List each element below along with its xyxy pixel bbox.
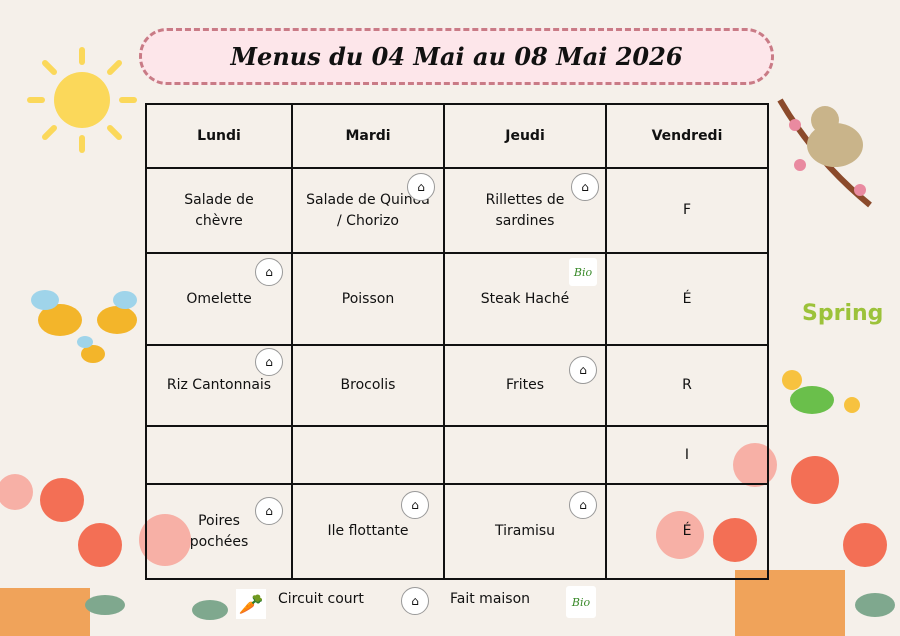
- fait-maison-icon: ⌂: [569, 491, 597, 519]
- dish: Salade de chèvre: [184, 191, 254, 229]
- dish: Salade de Quinoa / Chorizo: [306, 191, 430, 229]
- fait-maison-icon: ⌂: [255, 497, 283, 525]
- menu-cell: [145, 425, 293, 485]
- table-row: ⌂ Poires pochées ⌂ Ile flottante ⌂ Tiramisu…: [145, 483, 769, 580]
- menu-cell: É: [605, 252, 769, 346]
- menu-cell: ⌂ Tiramisu: [443, 483, 607, 580]
- bio-icon: Bio: [569, 258, 597, 286]
- menu-cell: I: [605, 425, 769, 485]
- menu-cell: ⌂ Poires pochées: [145, 483, 293, 580]
- fait-maison-icon: ⌂: [401, 491, 429, 519]
- table-row: ⌂ Riz Cantonnais Brocolis ⌂ Frites R: [145, 344, 769, 427]
- spring-caterpillar-icon: Spring: [782, 301, 883, 414]
- dish: Rillettes de sardines: [485, 191, 565, 229]
- menu-cell: ⌂ Salade de Quinoa / Chorizo: [291, 167, 445, 254]
- legend-fait-maison: Fait maison: [450, 591, 531, 607]
- fait-maison-icon: ⌂: [255, 348, 283, 376]
- table-row: Salade de chèvre ⌂ Salade de Quinoa / Cho…: [145, 167, 769, 254]
- menu-cell: ⌂ Frites: [443, 344, 607, 427]
- dish: Poires pochées: [189, 512, 249, 550]
- dish: Omelette: [186, 290, 252, 307]
- dish: Riz Cantonnais: [166, 377, 272, 393]
- bird-icon: [777, 98, 872, 208]
- menu-cell: ⌂ Riz Cantonnais: [145, 344, 293, 427]
- menu-table: Lundi Mardi Jeudi Vendredi Salade de chè…: [145, 103, 769, 580]
- dish: Steak Haché: [480, 290, 570, 307]
- menu-cell: Salade de chèvre: [145, 167, 293, 254]
- day-header: Jeudi: [443, 103, 607, 169]
- day-header: Vendredi: [605, 103, 769, 169]
- menu-cell: ⌂ Rillettes de sardines: [443, 167, 607, 254]
- fait-maison-icon: ⌂: [407, 173, 435, 201]
- table-row: ⌂ Omelette Poisson Bio Steak Haché É: [145, 252, 769, 346]
- menu-cell: Poisson: [291, 252, 445, 346]
- sun-icon: [27, 47, 137, 153]
- fait-maison-icon: ⌂: [571, 173, 599, 201]
- menu-cell: Brocolis: [291, 344, 445, 427]
- svg-text:Spring: Spring: [802, 301, 883, 326]
- menu-cell: [443, 425, 607, 485]
- fait-maison-icon: ⌂: [401, 587, 429, 615]
- bio-icon: Bio: [566, 586, 596, 618]
- bees-icon: [31, 290, 137, 363]
- dish: Frites: [505, 377, 545, 393]
- header-row: Lundi Mardi Jeudi Vendredi: [145, 103, 769, 169]
- title-text: Menus du 04 Mai au 08 Mai 2026: [230, 42, 683, 71]
- dish: Ile flottante: [327, 523, 409, 539]
- menu-cell: É: [605, 483, 769, 580]
- menu-cell: R: [605, 344, 769, 427]
- carrot-icon: 🥕: [236, 589, 266, 619]
- menu-cell: Bio Steak Haché: [443, 252, 607, 346]
- day-header: Mardi: [291, 103, 445, 169]
- menu-cell: ⌂ Omelette: [145, 252, 293, 346]
- legend-circuit-court: Circuit court: [278, 591, 364, 607]
- fait-maison-icon: ⌂: [569, 356, 597, 384]
- page-title: Menus du 04 Mai au 08 Mai 2026: [139, 28, 774, 85]
- menu-cell: [291, 425, 445, 485]
- dish: Tiramisu: [494, 523, 556, 539]
- table-row: I: [145, 425, 769, 485]
- menu-cell: F: [605, 167, 769, 254]
- menu-cell: ⌂ Ile flottante: [291, 483, 445, 580]
- day-header: Lundi: [145, 103, 293, 169]
- fait-maison-icon: ⌂: [255, 258, 283, 286]
